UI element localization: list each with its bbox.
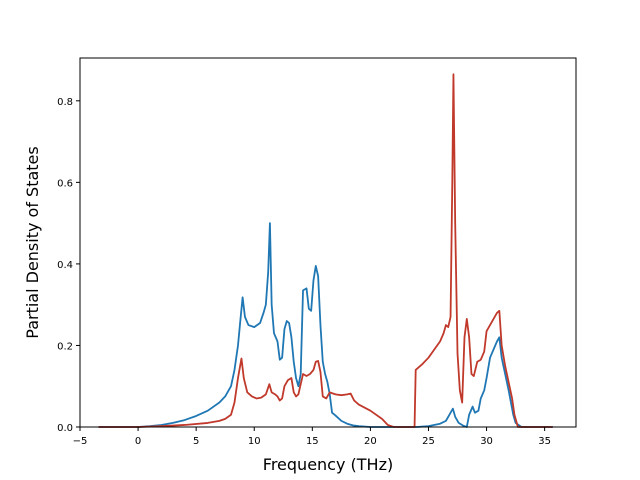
plot-frame	[79, 57, 577, 428]
y-axis-label: Partial Density of States	[23, 146, 42, 338]
y-tick-label: 0.8	[57, 97, 73, 108]
x-tick-label: 35	[538, 436, 551, 447]
y-tick-label: 0.0	[57, 423, 73, 434]
x-tick-label: 5	[193, 436, 199, 447]
y-axis: 0.0 0.2 0.4 0.6 0.8	[57, 97, 80, 434]
x-tick-label: 30	[480, 436, 493, 447]
x-axis-label: Frequency (THz)	[263, 455, 393, 474]
x-tick-label: 25	[422, 436, 435, 447]
series-line-1	[98, 222, 553, 428]
series-layer	[98, 73, 553, 428]
x-tick-label: −5	[73, 436, 88, 447]
x-tick-label: 10	[248, 436, 261, 447]
y-tick-label: 0.6	[57, 178, 73, 189]
x-tick-label: 15	[306, 436, 319, 447]
series-line-2	[98, 73, 553, 428]
x-tick-label: 0	[135, 436, 141, 447]
x-axis: −5 0 5 10 15 20 25 30 35	[73, 427, 551, 447]
y-tick-label: 0.2	[57, 341, 73, 352]
x-tick-label: 20	[364, 436, 377, 447]
y-tick-label: 0.4	[57, 260, 73, 271]
